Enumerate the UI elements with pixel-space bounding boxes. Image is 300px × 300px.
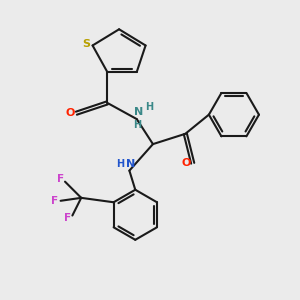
Text: F: F [51, 196, 58, 206]
Text: F: F [57, 174, 64, 184]
Text: N: N [126, 159, 136, 169]
Text: O: O [182, 158, 191, 168]
Text: N: N [134, 107, 143, 117]
Text: H: H [133, 120, 141, 130]
Text: S: S [82, 39, 90, 49]
Text: F: F [64, 213, 71, 223]
Text: O: O [65, 108, 75, 118]
Text: H: H [116, 159, 124, 169]
Text: H: H [145, 102, 153, 112]
